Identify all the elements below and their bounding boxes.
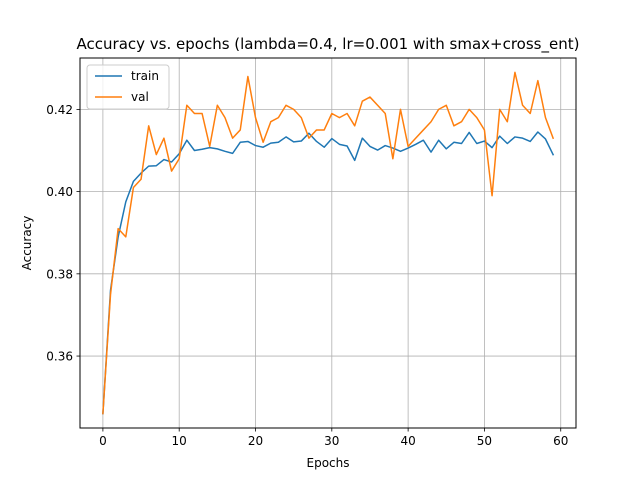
series-line-train [102,131,555,415]
x-tick-label: 0 [99,434,107,448]
legend-label-train: train [131,69,159,83]
legend-label-val: val [131,90,149,104]
x-tick-label: 60 [553,434,568,448]
x-tick-label: 50 [477,434,492,448]
chart-title: Accuracy vs. epochs (lambda=0.4, lr=0.00… [77,35,580,54]
legend: train val [86,64,170,110]
y-axis-label: Accuracy [20,216,34,271]
plot-area-frame [79,57,577,429]
x-tick-label: 40 [400,434,415,448]
x-tick-label: 10 [172,434,187,448]
y-tick-label: 0.40 [46,185,73,199]
x-tick-label: 30 [324,434,339,448]
x-axis-label: Epochs [307,456,350,470]
series-line-val [102,71,555,415]
x-tick-label: 20 [248,434,263,448]
axis-ticks: 0 10 20 30 40 50 60 0.36 0.38 0.40 0.42 [46,103,568,448]
series-lines [102,71,555,415]
y-tick-label: 0.38 [46,267,73,281]
y-tick-label: 0.36 [46,350,73,364]
y-tick-label: 0.42 [46,103,73,117]
